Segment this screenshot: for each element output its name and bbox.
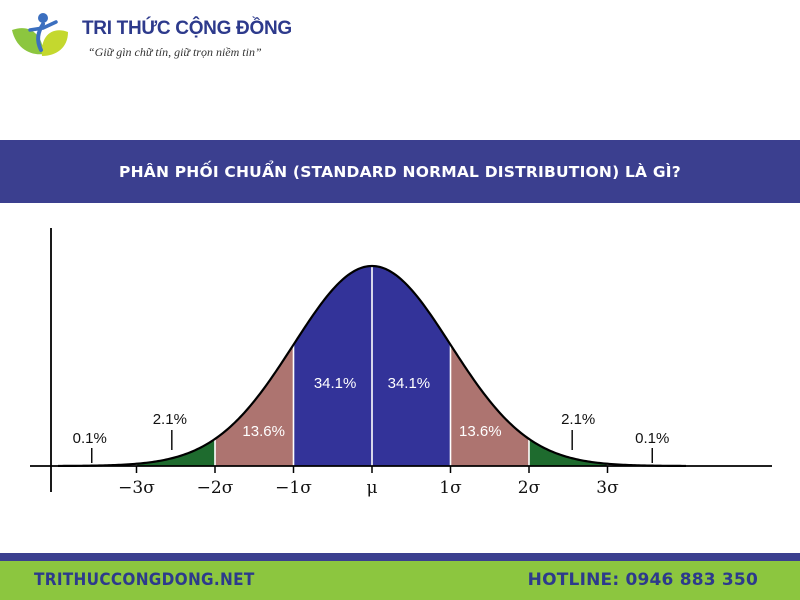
x-tick-label: −1σ: [275, 478, 312, 498]
tail-label: 0.1%: [73, 430, 107, 447]
page-title: PHÂN PHỐI CHUẨN (STANDARD NORMAL DISTRIB…: [119, 162, 681, 181]
region-3: [293, 266, 372, 466]
region-label: 13.6%: [459, 423, 502, 440]
x-tick-label: μ: [366, 478, 377, 498]
region-label: 2.1%: [561, 411, 595, 428]
title-banner: PHÂN PHỐI CHUẨN (STANDARD NORMAL DISTRIB…: [0, 140, 800, 203]
normal-distribution-chart: −3σ −2σ −1σ μ 1σ 2σ 3σ 2.1% 13.6% 34.1% 34.1% 13.6%…: [30, 228, 772, 498]
x-tick-label: 2σ: [518, 478, 541, 498]
footer-bar: TRITHUCCONGDONG.NET HOTLINE: 0946 883 35…: [0, 561, 800, 600]
region-6: [529, 438, 608, 466]
footer-stripe: [0, 553, 800, 561]
brand-slogan: “Giữ gìn chữ tín, giữ trọn niềm tin”: [88, 45, 262, 59]
x-tick-label: −3σ: [118, 478, 155, 498]
x-tick-label: −2σ: [197, 478, 234, 498]
bell-curve: [58, 264, 686, 468]
footer-website-link[interactable]: TRITHUCCONGDONG.NET: [34, 570, 255, 590]
region-label: 34.1%: [314, 375, 357, 392]
footer-hotline[interactable]: HOTLINE: 0946 883 350: [527, 570, 758, 590]
brand-name: TRI THỨC CỘNG ĐỒNG: [82, 18, 292, 39]
region-label: 34.1%: [388, 375, 431, 392]
region-4: [372, 266, 451, 466]
region-1: [136, 438, 215, 466]
region-label: 13.6%: [242, 423, 285, 440]
tail-label: 0.1%: [635, 430, 669, 447]
region-label: 2.1%: [153, 411, 187, 428]
person-with-leaves-logo-icon: [12, 13, 68, 56]
brand-logo[interactable]: TRI THỨC CỘNG ĐỒNG “Giữ gìn chữ tín, giữ…: [8, 8, 292, 68]
x-tick-label: 1σ: [439, 478, 462, 498]
x-tick-label: 3σ: [596, 478, 619, 498]
